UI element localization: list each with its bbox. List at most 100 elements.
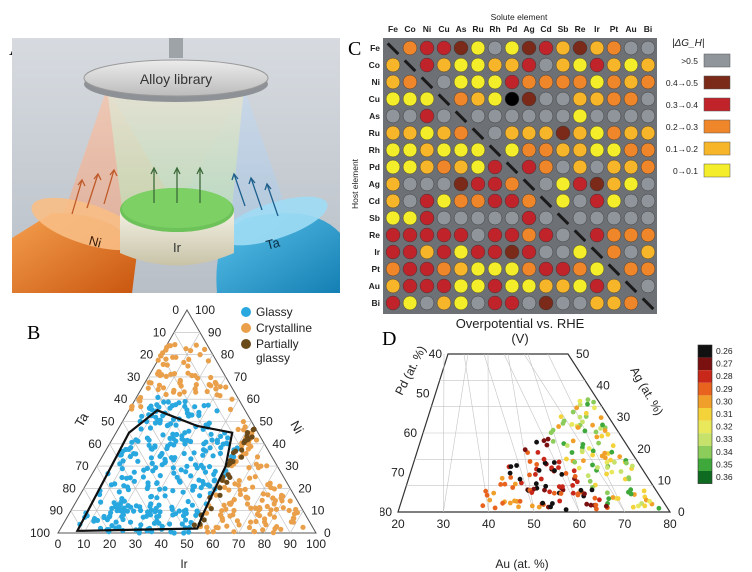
composition-point-d [588, 502, 594, 508]
heatmap-cell [572, 142, 588, 158]
composition-point [174, 431, 180, 438]
composition-point-d [592, 495, 598, 501]
composition-point [204, 524, 210, 530]
composition-point [140, 514, 146, 520]
composition-point-d [529, 503, 535, 509]
composition-point [163, 347, 169, 353]
heatmap-cell [504, 108, 520, 124]
heatmap-cell [436, 57, 452, 73]
composition-point-partial [208, 506, 214, 512]
heatmap-cell [402, 125, 418, 141]
diagonal-cell [607, 263, 621, 277]
composition-point-d [580, 442, 586, 447]
ir-tick: 80 [258, 537, 272, 551]
heatmap-cell [402, 261, 418, 277]
au-tick: 20 [391, 517, 405, 531]
heatmap-cell [504, 193, 520, 209]
composition-point [125, 503, 131, 509]
composition-point-d [500, 500, 505, 506]
composition-point [217, 384, 223, 390]
heatmap-cell [419, 142, 435, 158]
composition-point [149, 460, 155, 466]
heatmap-cell [623, 142, 639, 158]
diagonal-cell [420, 76, 434, 90]
heatmap-cell [538, 159, 554, 175]
ni-tick: 80 [221, 348, 235, 362]
heatmap-cell [640, 40, 656, 56]
colorbar-label: 0.36 [716, 472, 733, 482]
composition-point-d [541, 456, 547, 462]
composition-point-d [595, 465, 600, 470]
heatmap-cell [419, 261, 435, 277]
composition-point-d [507, 500, 513, 506]
composition-point [148, 494, 154, 500]
composition-point [197, 352, 203, 358]
composition-point [179, 521, 185, 527]
ta-tick: 80 [62, 481, 76, 495]
solute-label: Ni [423, 24, 432, 34]
solute-label: Ir [594, 24, 600, 34]
composition-point [135, 458, 141, 464]
composition-point-partial [239, 447, 245, 453]
heatmap-cell [623, 91, 639, 107]
heatmap-cell [453, 193, 469, 209]
heatmap-cell [436, 108, 452, 124]
heatmap-cell [555, 91, 571, 107]
panel-c: Solute element Host element Fe Co Ni Cu As Ru… [350, 10, 750, 355]
heatmap-cell [538, 57, 554, 73]
composition-point [160, 385, 167, 391]
composition-point [149, 407, 155, 413]
heatmap-cell [487, 125, 503, 141]
heatmap-cell [589, 210, 605, 226]
composition-point [138, 522, 144, 528]
composition-point [300, 524, 306, 530]
heatmap-cell [470, 159, 486, 175]
heatmap-cell [572, 74, 588, 90]
composition-point [186, 428, 192, 434]
composition-point [172, 342, 178, 348]
heatmap-cell [470, 278, 486, 294]
composition-point [162, 459, 168, 465]
heatmap-cell [572, 91, 588, 107]
composition-point [244, 501, 251, 507]
heatmap-cell [470, 295, 486, 311]
heatmap-cell [538, 278, 554, 294]
ag-axis-label: Ag (at. %) [627, 365, 666, 418]
diagonal-cell [454, 110, 468, 124]
heatmap-cell [470, 57, 486, 73]
solute-label: Sb [558, 24, 569, 34]
diagonal-cell [403, 59, 417, 73]
solute-label: Cu [438, 24, 449, 34]
composition-point [209, 437, 215, 443]
heatmap-cell [589, 159, 605, 175]
colorbar-label: 0.29 [716, 384, 733, 394]
composition-point-d [527, 472, 532, 478]
composition-point-d [512, 498, 517, 504]
composition-point-d [514, 463, 519, 468]
heatmap-cell [623, 295, 639, 311]
composition-point-d [641, 488, 647, 494]
composition-point-d [560, 484, 565, 490]
ta-tick: 20 [140, 348, 154, 362]
heatmap-cell [385, 57, 401, 73]
composition-point [280, 505, 286, 511]
flux-arrows [71, 166, 279, 217]
composition-point [195, 375, 201, 381]
composition-point-d [560, 421, 566, 426]
composition-point-partial [242, 438, 248, 444]
composition-point-d [612, 459, 617, 465]
heatmap-cell [640, 278, 656, 294]
host-label: Ag [369, 179, 380, 189]
heatmap-cell [555, 261, 571, 277]
composition-point [155, 394, 161, 400]
composition-point [180, 513, 187, 519]
heatmap-cell [555, 176, 571, 192]
ir-tick: 70 [232, 537, 246, 551]
solute-label: Ag [523, 24, 534, 34]
composition-point [168, 371, 174, 377]
diagonal-cell [488, 144, 502, 158]
composition-point [215, 525, 221, 531]
composition-point [163, 373, 169, 379]
composition-point [272, 526, 278, 532]
heatmap-cell [538, 210, 554, 226]
